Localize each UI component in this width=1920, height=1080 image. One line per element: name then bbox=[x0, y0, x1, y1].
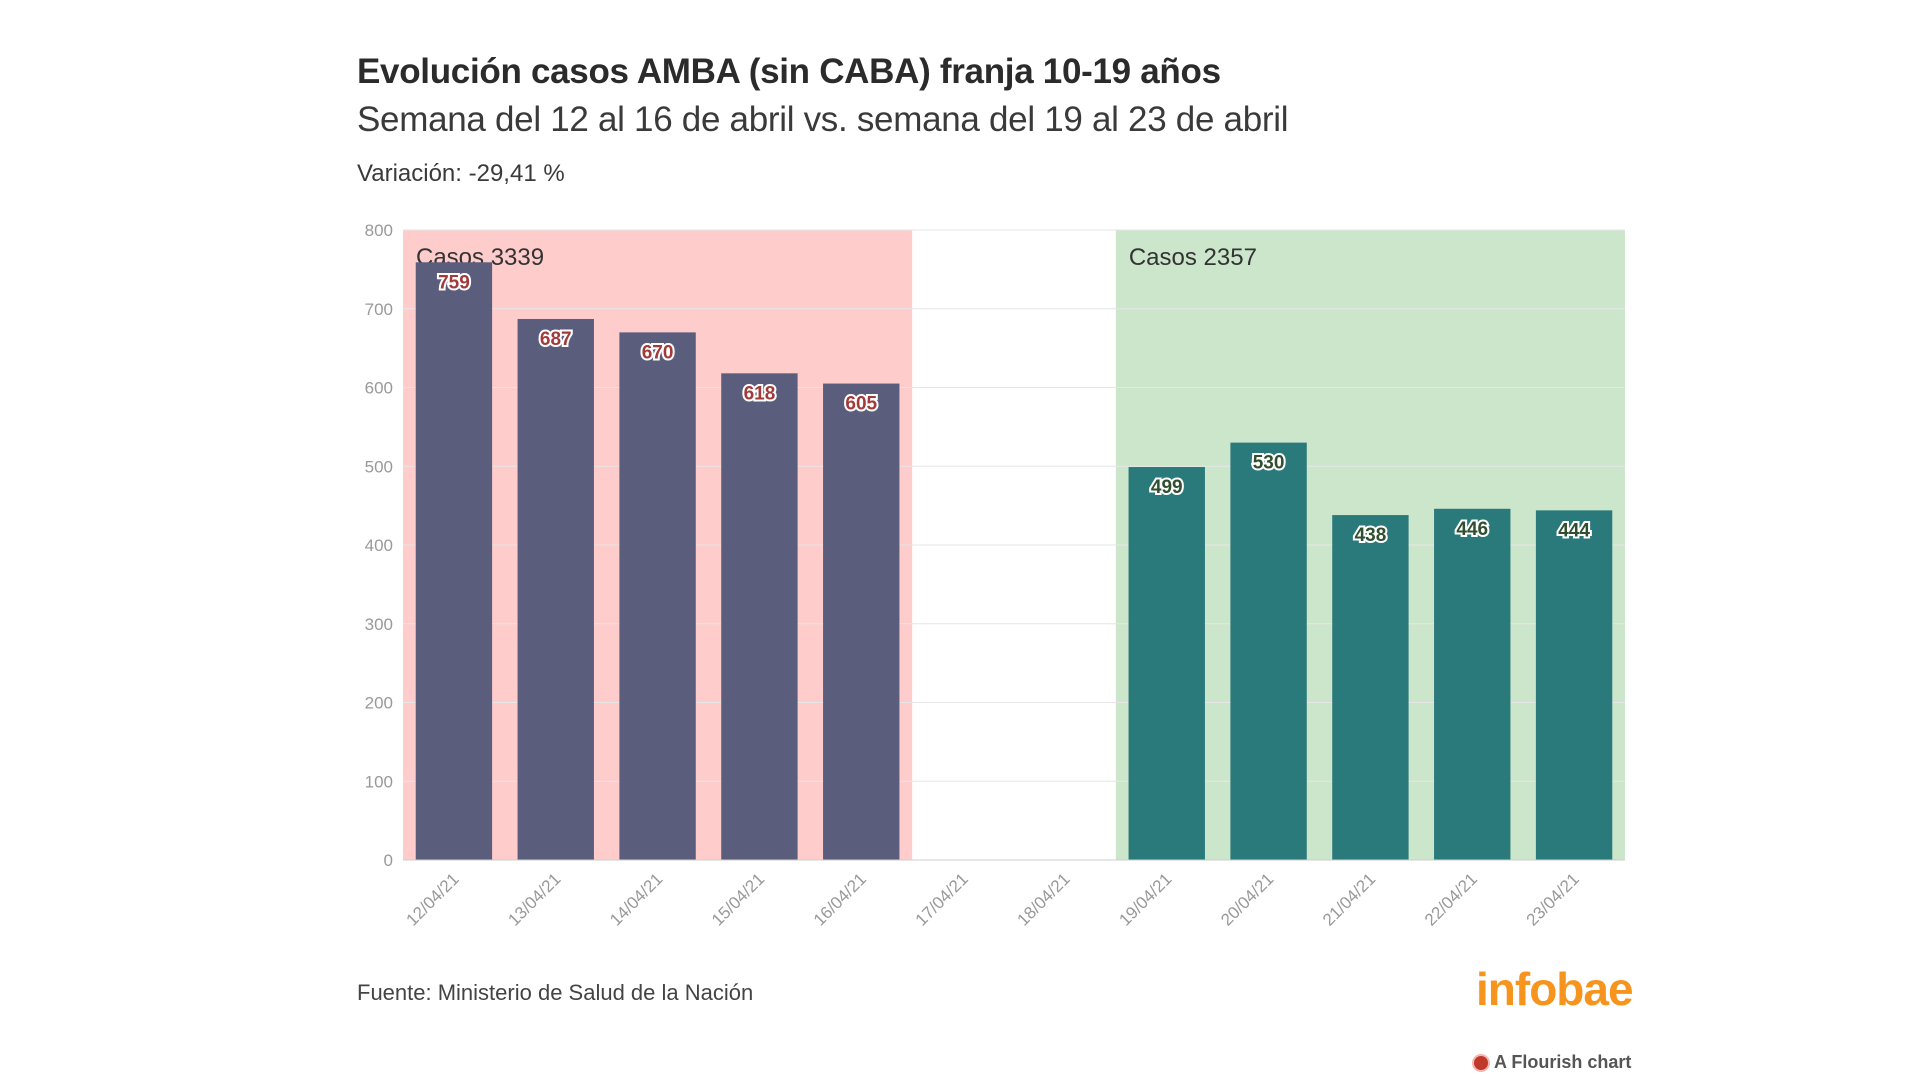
infobae-logo: infobae bbox=[1476, 963, 1634, 1015]
y-tick-label: 500 bbox=[365, 457, 393, 476]
y-tick-label: 600 bbox=[365, 379, 393, 398]
data-label: 670 bbox=[642, 342, 674, 363]
data-label: 759 bbox=[438, 272, 470, 293]
x-tick-label: 14/04/21 bbox=[606, 869, 666, 929]
y-tick-label: 400 bbox=[365, 536, 393, 555]
data-label: 446 bbox=[1456, 519, 1488, 540]
data-label: 687 bbox=[540, 329, 572, 350]
y-tick-label: 100 bbox=[365, 772, 393, 791]
bar bbox=[721, 373, 798, 860]
chart-title: Evolución casos AMBA (sin CABA) franja 1… bbox=[357, 52, 1221, 91]
source-note: Fuente: Ministerio de Salud de la Nación bbox=[357, 980, 754, 1005]
bar bbox=[517, 318, 594, 860]
bar bbox=[1434, 508, 1511, 860]
chart-subtitle: Semana del 12 al 16 de abril vs. semana … bbox=[357, 100, 1289, 139]
x-tick-label: 12/04/21 bbox=[403, 869, 463, 929]
x-tick-label: 21/04/21 bbox=[1319, 869, 1379, 929]
x-tick-label: 18/04/21 bbox=[1014, 869, 1074, 929]
data-label: 530 bbox=[1253, 453, 1285, 474]
x-tick-label: 23/04/21 bbox=[1523, 869, 1583, 929]
bar bbox=[619, 332, 696, 860]
data-label: 499 bbox=[1151, 477, 1183, 498]
flourish-credit-label: A Flourish chart bbox=[1494, 1052, 1632, 1072]
flourish-icon bbox=[1474, 1055, 1488, 1070]
flourish-credit[interactable]: A Flourish chart bbox=[1474, 1052, 1631, 1073]
variation-note: Variación: -29,41 % bbox=[357, 160, 565, 187]
x-tick-label: 17/04/21 bbox=[912, 869, 972, 929]
bar bbox=[1230, 442, 1307, 860]
y-tick-label: 300 bbox=[365, 615, 393, 634]
y-tick-label: 200 bbox=[365, 694, 393, 713]
bar bbox=[415, 262, 493, 861]
data-label: 438 bbox=[1355, 525, 1387, 546]
x-tick-label: 22/04/21 bbox=[1421, 869, 1481, 929]
x-tick-label: 13/04/21 bbox=[504, 869, 564, 929]
bar bbox=[1128, 467, 1205, 860]
y-tick-label: 0 bbox=[384, 851, 393, 870]
data-label: 444 bbox=[1558, 520, 1590, 541]
x-tick-label: 20/04/21 bbox=[1217, 869, 1277, 929]
x-tick-label: 15/04/21 bbox=[708, 869, 768, 929]
bar bbox=[1332, 515, 1409, 860]
data-label: 605 bbox=[845, 394, 877, 415]
x-tick-label: 19/04/21 bbox=[1115, 869, 1175, 929]
data-label: 618 bbox=[744, 383, 776, 404]
bar bbox=[1535, 510, 1613, 860]
highlight-label-2: Casos 2357 bbox=[1129, 244, 1257, 271]
x-tick-label: 16/04/21 bbox=[810, 869, 870, 929]
y-tick-label: 700 bbox=[365, 300, 393, 319]
bar bbox=[823, 383, 900, 860]
y-tick-label: 800 bbox=[365, 221, 393, 240]
